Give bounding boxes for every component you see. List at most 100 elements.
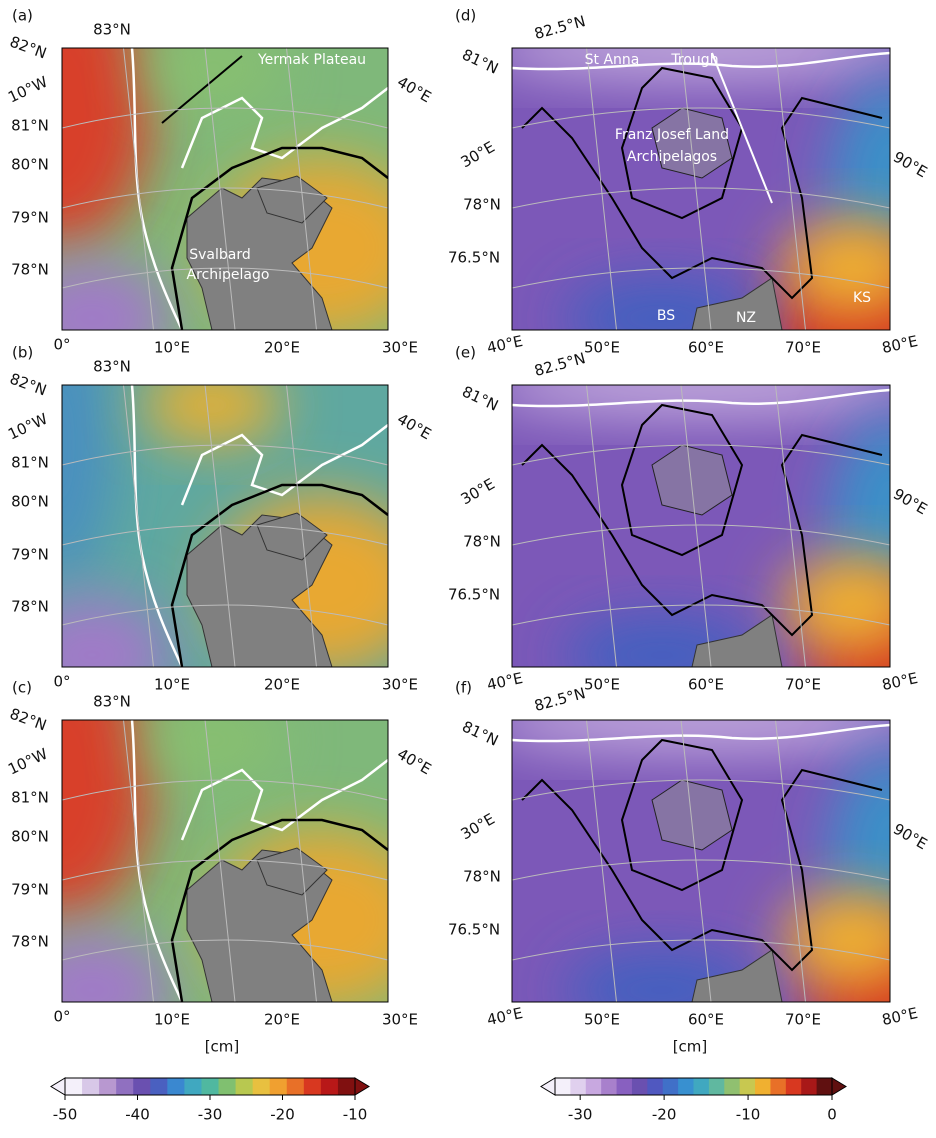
- colorbar: -30 -20 -10 0 [cm]: [540, 1038, 847, 1124]
- coord-label: 40°E: [394, 745, 434, 779]
- coord-label: 81°N: [11, 789, 49, 807]
- profile-line: [711, 52, 773, 204]
- field-blob: [782, 890, 890, 990]
- field-blob: [782, 555, 890, 655]
- colorbar-step: [218, 1078, 237, 1095]
- colorbar: -50 -40 -30 -20 -10 [cm]: [50, 1038, 370, 1124]
- coord-label: 82°N: [7, 33, 49, 63]
- colorbar-tick-label: -10: [343, 1106, 368, 1124]
- graticule: [775, 48, 806, 330]
- panel-label: (e): [455, 344, 476, 362]
- graticule: [123, 385, 154, 667]
- colorbar-step: [724, 1078, 741, 1095]
- coord-label: 90°E: [890, 820, 930, 854]
- coord-label: 70°E: [785, 1011, 821, 1029]
- land: [256, 175, 328, 224]
- panel-label: (c): [12, 679, 32, 697]
- coord-label: 83°N: [93, 21, 131, 39]
- annotation: Svalbard: [189, 247, 251, 263]
- coord-label: 50°E: [584, 676, 620, 694]
- graticule: [586, 720, 617, 1002]
- contour-black: [521, 433, 883, 637]
- colorbar-step: [252, 1078, 271, 1095]
- contour-black: [521, 768, 883, 972]
- coord-label: 82°N: [7, 370, 49, 400]
- field-blob: [62, 595, 172, 667]
- coord-label: 83°N: [93, 693, 131, 711]
- graticule: [286, 48, 317, 330]
- coord-label: 30°E: [458, 138, 498, 172]
- colorbar-step: [184, 1078, 202, 1095]
- coord-label: 80°E: [880, 669, 919, 694]
- coord-label: 80°N: [11, 156, 49, 174]
- coord-label: 80°N: [11, 828, 49, 846]
- coord-label: 60°E: [688, 339, 724, 357]
- colorbar-step: [678, 1078, 694, 1095]
- colorbar-step: [286, 1078, 305, 1095]
- map-panel: (f) 82.5°N 81°N 30°E 78°N 76.5°N 90°E 40°E 50°E 6…: [448, 679, 930, 1030]
- coord-label: 79°N: [11, 881, 49, 899]
- graticule: [512, 859, 890, 881]
- coord-label: 10°W: [5, 410, 50, 444]
- coord-label: 81°N: [11, 454, 49, 472]
- colorbar-tick-label: -30: [568, 1106, 593, 1124]
- graticule: [204, 48, 236, 330]
- coord-label: 30°E: [458, 810, 498, 844]
- coord-label: 20°E: [264, 1011, 300, 1029]
- colorbar-tick-label: -10: [736, 1106, 761, 1124]
- map-field: [512, 720, 890, 1002]
- field-blob: [62, 720, 152, 920]
- annotation: St Anna: [585, 52, 640, 68]
- map-panel: (a) 83°N 82°N 10°W 81°N 80°N 79°N 78°N 40°E 0° 10°…: [5, 7, 434, 357]
- colorbar-step: [570, 1078, 587, 1095]
- coord-label: 78°N: [463, 196, 501, 214]
- colorbar-step: [601, 1078, 618, 1095]
- land: [256, 847, 328, 896]
- colorbar-step: [662, 1078, 679, 1095]
- contour-white: [180, 87, 388, 169]
- coord-label: 80°N: [11, 493, 49, 511]
- coord-label: 10°W: [5, 73, 50, 107]
- contour-white: [180, 424, 388, 506]
- coord-label: 10°E: [154, 676, 190, 694]
- panel-label: (f): [455, 679, 472, 697]
- coord-label: 76.5°N: [448, 249, 500, 267]
- graticule: [62, 939, 388, 961]
- graticule: [62, 604, 388, 626]
- map-field: [62, 48, 388, 330]
- field-blob: [62, 385, 112, 585]
- land: [256, 512, 328, 561]
- map-frame: [511, 719, 891, 1003]
- contour-black: [620, 403, 744, 557]
- graticule: [62, 779, 388, 801]
- colorbar-step: [303, 1078, 322, 1095]
- graticule: [512, 107, 890, 129]
- coord-label: 40°E: [485, 1004, 524, 1029]
- colorbar-step: [816, 1078, 833, 1095]
- colorbar-extend: [831, 1077, 847, 1096]
- colorbar-step: [647, 1078, 664, 1095]
- graticule: [62, 187, 388, 209]
- colorbar-step: [585, 1078, 602, 1095]
- coord-label: 78°N: [463, 868, 501, 886]
- colorbar-step: [65, 1078, 83, 1095]
- annotation: NZ: [736, 310, 756, 326]
- coord-label: 90°E: [890, 148, 930, 182]
- graticule: [123, 720, 154, 1002]
- map-frame: [61, 47, 389, 331]
- field-blob: [62, 258, 172, 330]
- colorbar-tick-label: -20: [270, 1106, 295, 1124]
- annotation: Archipelagos: [627, 149, 717, 165]
- map-frame: [511, 47, 891, 331]
- contour-black: [170, 818, 388, 1002]
- coord-label: 82°N: [7, 705, 49, 735]
- coord-label: 10°E: [154, 339, 190, 357]
- graticule: [775, 385, 806, 667]
- annotation: Franz Josef Land: [615, 127, 729, 143]
- field-blob: [142, 385, 282, 445]
- colorbar-unit: [cm]: [205, 1038, 240, 1056]
- annotation: KS: [853, 290, 871, 306]
- coord-label: 40°E: [394, 410, 434, 444]
- coord-label: 80°E: [880, 332, 919, 357]
